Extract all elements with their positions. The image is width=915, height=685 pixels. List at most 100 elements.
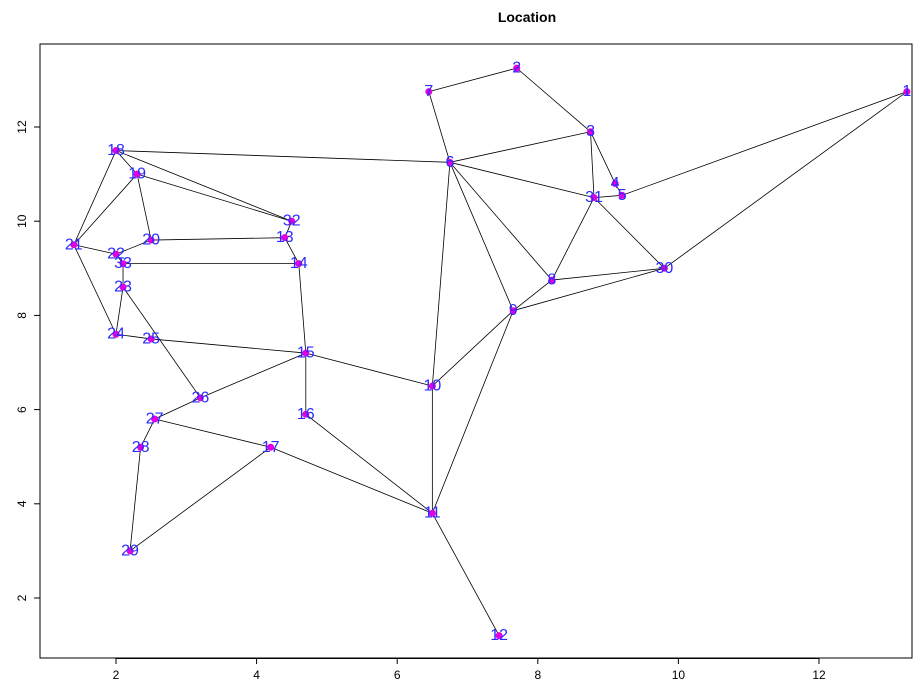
point-5 <box>618 191 626 199</box>
edge-7-6 <box>428 91 451 163</box>
node-label-9: 9 <box>509 302 518 319</box>
x-tick-label: 4 <box>253 668 260 682</box>
edge-19-20 <box>136 174 152 241</box>
node-label-25: 25 <box>142 330 160 347</box>
point-22 <box>112 250 120 258</box>
edge-18-19 <box>115 150 138 175</box>
edge-3-31 <box>590 131 595 198</box>
edge-32-19 <box>136 173 292 222</box>
node-label-32: 32 <box>283 213 301 230</box>
edge-6-18 <box>115 150 450 163</box>
node-label-6: 6 <box>445 154 454 171</box>
point-12 <box>495 632 503 640</box>
node-label-30: 30 <box>655 260 673 277</box>
edge-9-11 <box>431 310 514 514</box>
node-label-27: 27 <box>146 411 164 428</box>
edge-20-22 <box>115 239 152 255</box>
node-label-10: 10 <box>423 378 441 395</box>
node-label-1: 1 <box>902 83 911 100</box>
edge-27-26 <box>154 397 201 420</box>
point-2 <box>513 64 521 72</box>
point-layer <box>70 64 911 640</box>
node-label-23: 23 <box>114 279 132 296</box>
chart-title: Location <box>498 9 556 25</box>
point-33 <box>119 260 127 268</box>
edge-31-5 <box>594 194 623 199</box>
edge-24-25 <box>115 333 152 340</box>
edge-31-30 <box>593 197 665 269</box>
edge-11-16 <box>305 413 433 514</box>
y-tick-label: 8 <box>15 312 29 319</box>
point-27 <box>151 415 159 423</box>
node-label-24: 24 <box>107 326 125 343</box>
y-tick-label: 6 <box>15 406 29 413</box>
edge-28-27 <box>140 418 156 448</box>
node-label-17: 17 <box>262 439 280 456</box>
node-label-21: 21 <box>65 236 83 253</box>
node-label-13: 13 <box>276 229 294 246</box>
edge-15-14 <box>298 263 307 354</box>
edge-8-9 <box>512 279 553 312</box>
point-25 <box>147 335 155 343</box>
node-label-2: 2 <box>512 60 521 77</box>
edge-10-15 <box>305 352 433 387</box>
edge-6-9 <box>449 162 514 311</box>
edge-2-3 <box>516 67 591 133</box>
point-20 <box>147 236 155 244</box>
node-label-15: 15 <box>297 345 315 362</box>
edge-8-30 <box>551 267 665 281</box>
edge-1-5 <box>622 91 908 196</box>
point-32 <box>288 217 296 225</box>
node-label-18: 18 <box>107 142 125 159</box>
node-label-20: 20 <box>142 232 160 249</box>
edge-11-12 <box>431 513 500 636</box>
edge-6-8 <box>449 162 553 281</box>
point-21 <box>70 241 78 249</box>
node-label-19: 19 <box>128 166 146 183</box>
x-tick-label: 8 <box>534 668 541 682</box>
point-19 <box>133 170 141 178</box>
point-10 <box>428 382 436 390</box>
x-tick-label: 6 <box>394 668 401 682</box>
point-16 <box>302 410 310 418</box>
edge-2-7 <box>428 67 517 93</box>
edge-17-27 <box>154 418 271 448</box>
edge-9-30 <box>513 267 665 312</box>
point-18 <box>112 147 120 155</box>
point-4 <box>611 180 619 188</box>
point-29 <box>126 547 134 555</box>
node-label-31: 31 <box>585 189 603 206</box>
y-tick-label: 10 <box>15 214 29 228</box>
point-23 <box>119 283 127 291</box>
point-17 <box>267 443 275 451</box>
node-label-26: 26 <box>191 389 209 406</box>
point-7 <box>425 88 433 96</box>
x-tick-label: 2 <box>113 668 120 682</box>
node-label-5: 5 <box>618 187 627 204</box>
point-9 <box>509 307 517 315</box>
edge-6-10 <box>431 162 451 387</box>
edge-14-13 <box>284 237 300 264</box>
node-label-22: 22 <box>107 246 125 263</box>
node-label-14: 14 <box>290 255 308 272</box>
edge-3-4 <box>590 131 616 184</box>
edge-15-26 <box>200 352 306 399</box>
point-3 <box>587 128 595 136</box>
point-15 <box>302 349 310 357</box>
point-8 <box>548 276 556 284</box>
node-label-3: 3 <box>586 123 595 140</box>
node-label-16: 16 <box>297 406 315 423</box>
node-label-4: 4 <box>611 175 620 192</box>
node-label-7: 7 <box>424 83 433 100</box>
x-tick-label: 12 <box>812 668 826 682</box>
y-tick-label: 12 <box>15 120 29 134</box>
plot-frame <box>39 43 913 659</box>
edge-11-17 <box>270 446 433 514</box>
point-11 <box>428 509 436 517</box>
edge-19-21 <box>73 173 138 246</box>
edge-21-24 <box>73 244 117 335</box>
edge-13-20 <box>151 237 285 241</box>
